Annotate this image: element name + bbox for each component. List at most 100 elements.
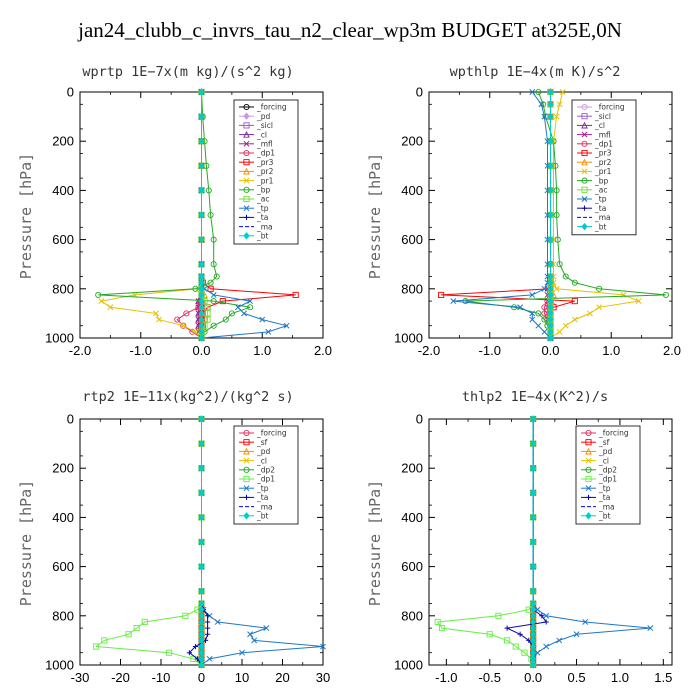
wprtp-data-point [247,304,254,311]
rtp2-legend-marker [243,466,250,473]
wprtp-data-point [180,322,187,329]
wpthlp-legend-label: _ta [594,204,606,213]
thlp2-data-point [495,612,502,619]
wpthlp-data-point [438,291,445,299]
wpthlp-x-tick-label: -2.0 [418,343,440,358]
wprtp-series-line-pr1 [100,92,202,339]
rtp2-data-point [198,439,205,448]
wpthlp-legend-label: _sicl [594,112,611,121]
wpthlp-data-point [535,322,542,329]
wpthlp-series-bt [547,88,554,342]
wpthlp-data-point [462,298,469,305]
wprtp-legend-label: _bt [256,232,269,241]
wpthlp-legend-marker [581,205,588,211]
wprtp-series-pr1 [98,89,205,341]
wpthlp-data-point [553,285,560,292]
wprtp-data-point [204,304,211,311]
wpthlp-data-point [554,236,561,243]
rtp2-legend-marker [243,494,250,500]
wpthlp-data-point [559,89,566,95]
wprtp-legend-marker [243,214,250,220]
rtp2-data-point [214,618,221,625]
wprtp-series-bp [95,88,254,342]
rtp2-data-point [204,613,211,619]
thlp2-legend-label: _bt [598,512,611,521]
thlp2-data-point [486,631,493,638]
rtp2-y-tick-label: 400 [52,510,74,525]
wpthlp-y-tick-label: 1000 [394,331,423,346]
wprtp-data-point [156,316,162,323]
wpthlp-data-point [562,273,569,280]
rtp2-data-point [251,637,258,644]
wprtp-data-point [198,260,205,268]
thlp2-x-tick-label: -1.0 [435,670,457,685]
wprtp-legend-label: _cl [256,130,267,139]
thlp2-legend-marker [585,429,592,437]
wprtp-y-tick-label: 400 [52,183,74,198]
wprtp-series-layer [95,88,299,342]
rtp2-legend-marker [243,512,250,520]
rtp2-legend-marker [243,485,250,492]
wpthlp-data-point [547,211,554,219]
thlp2-legend-marker [585,457,592,464]
wpthlp-x-tick-label: 0.0 [541,343,559,358]
rtp2-series-line-dp1 [94,419,202,666]
wprtp-legend-marker [243,122,250,129]
wprtp-series-line-bp [98,91,251,339]
wprtp-data-point [222,316,229,323]
wprtp-legend-marker [243,205,250,212]
thlp2-data-point [434,618,441,625]
thlp2-x-tick-label: 0.0 [524,670,542,685]
wprtp-legend-marker [243,159,250,166]
rtp2-y-axis-label: Pressure [hPa] [17,480,35,606]
wprtp-legend-label: _pr1 [256,176,274,185]
wpthlp-y-tick-label: 200 [401,134,423,149]
wprtp-legend-marker [243,186,250,193]
thlp2-series-bt [530,415,537,669]
thlp2-data-point [517,631,523,637]
wprtp-y-tick-label: 200 [52,134,74,149]
wprtp-data-point [259,316,266,323]
thlp2-legend-marker [585,466,592,473]
rtp2-x-tick-label: -30 [71,670,90,685]
thlp2-data-point [556,637,563,644]
thlp2-data-point [530,415,537,423]
wpthlp-data-point [571,316,578,323]
rtp2-data-point [198,489,205,497]
rtp2-legend-label: _ma [256,502,273,511]
wprtp-data-point [198,235,205,244]
wprtp-data-point [198,186,205,195]
rtp2-legend-marker [243,439,250,446]
wpthlp-legend-label: _bt [594,222,607,231]
wpthlp-data-point [541,316,548,323]
rtp2-legend-label: _ta [256,493,268,502]
wpthlp-data-point [535,88,542,96]
rtp2-x-tick-label: 0 [198,670,205,685]
wprtp-legend-label: _sicl [256,121,273,130]
wprtp-legend-label: _mfl [256,140,273,149]
wpthlp-series-bp [462,88,669,342]
wpthlp-legend-label: _cl [594,121,605,130]
rtp2-data-point [192,643,199,650]
wpthlp-data-point [529,291,536,298]
rtp2-legend-label: _tp [256,484,269,493]
wpthlp-legend-label: _tp [594,195,607,204]
wpthlp-data-point [596,285,603,292]
wprtp-data-point [219,298,226,305]
thlp2-data-point [539,613,545,619]
wpthlp-data-point [553,187,560,194]
wpthlp-legend-marker [581,149,588,157]
wprtp-data-point [198,112,205,121]
wpthlp-data-point [556,328,563,335]
rtp2-x-tick-label: -10 [152,670,171,685]
wprtp-legend-label: _tp [256,204,269,213]
rtp2-data-point [198,415,205,423]
wpthlp-x-tick-label: -1.0 [479,343,501,358]
rtp2-data-point [198,562,205,571]
rtp2-series-bt [198,415,205,669]
rtp2-legend-marker [243,475,250,483]
wpthlp-data-point [450,298,457,305]
wpthlp-y-tick-label: 0 [416,85,423,100]
wpthlp-data-point [538,101,545,108]
